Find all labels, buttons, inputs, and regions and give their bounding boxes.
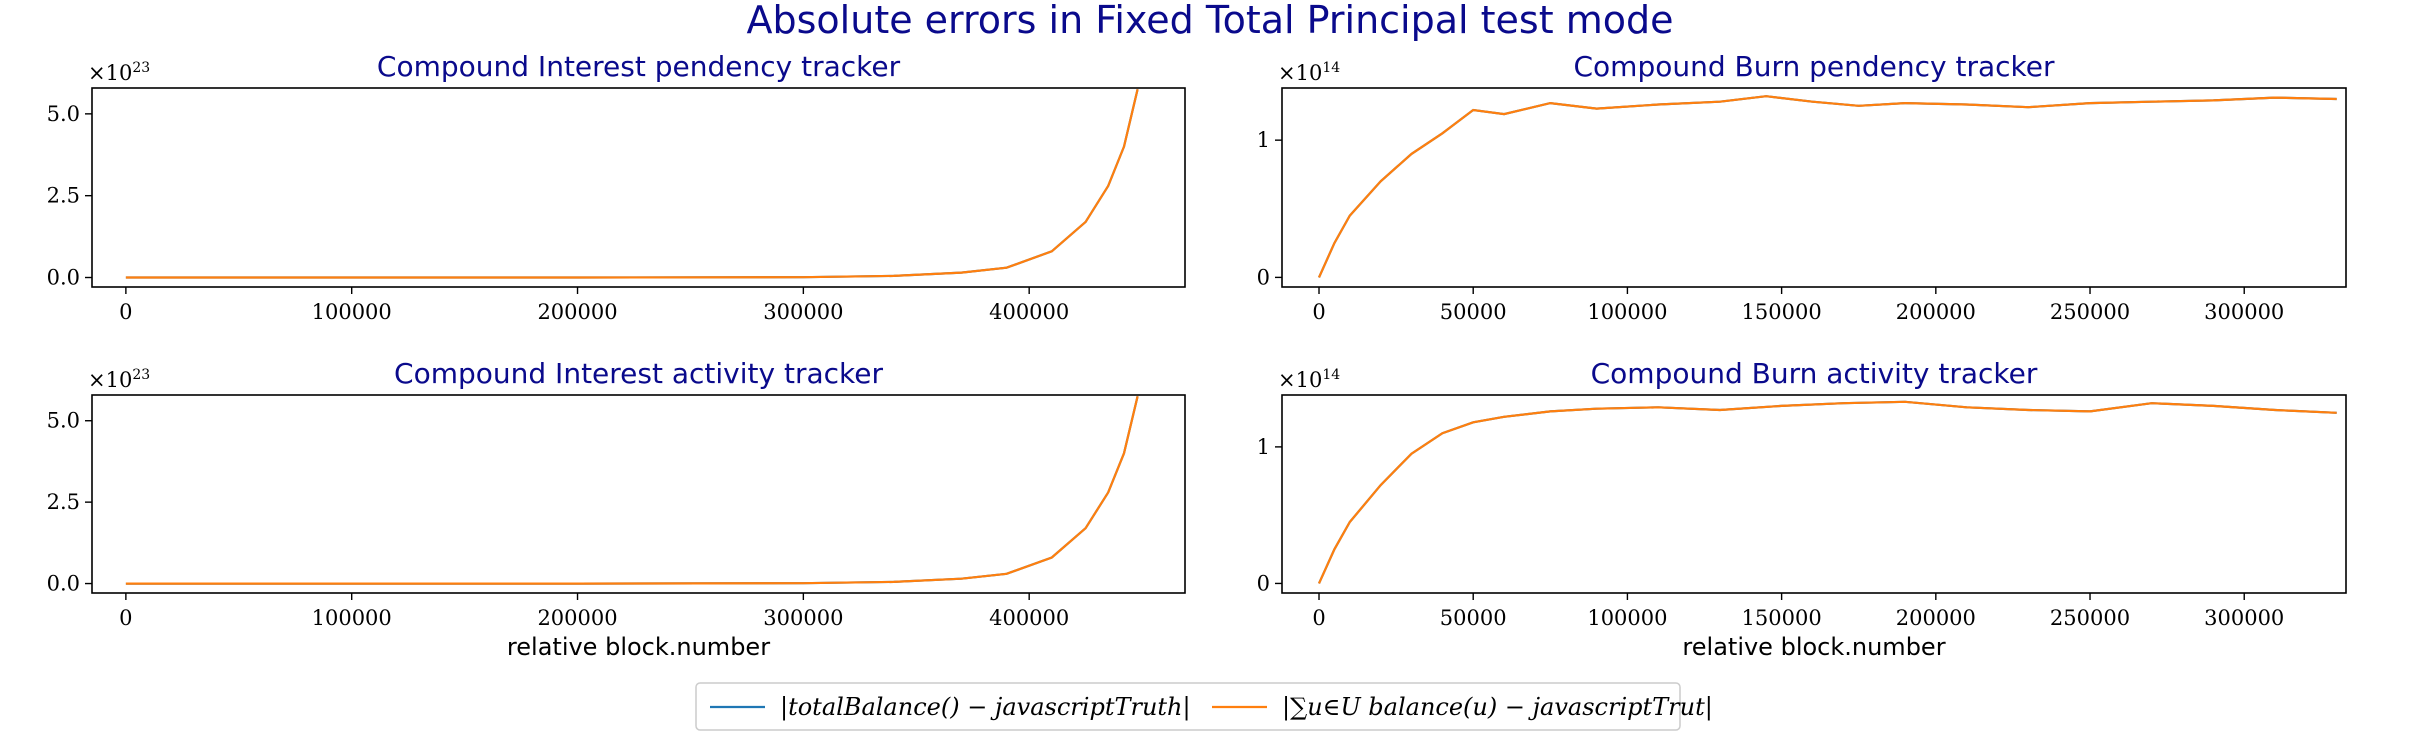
y-tick-label: 5.0: [47, 102, 80, 126]
series-line-2: [125, 396, 1139, 585]
x-axis-label: relative block.number: [1682, 633, 1945, 661]
axis-multiplier: ×1023: [88, 367, 150, 392]
axis-multiplier-base: ×10: [1278, 368, 1322, 392]
y-tick-label: 0.0: [47, 266, 80, 290]
x-tick-label: 100000: [1587, 300, 1667, 324]
series-line-2: [1317, 95, 2337, 278]
x-tick-label: 100000: [312, 300, 392, 324]
axis-multiplier-exponent: 14: [1322, 367, 1340, 383]
subplot-1: Compound Interest pendency tracker 0 10000…: [47, 50, 1186, 324]
legend-label: |∑u∈U balance(u) − javascriptTrut|: [1282, 693, 1713, 722]
axis-multiplier: ×1014: [1278, 367, 1340, 392]
x-tick-label: 100000: [1587, 606, 1667, 630]
y-tick-label: 2.5: [47, 184, 80, 208]
x-tick-label: 400000: [989, 300, 1069, 324]
x-tick-label: 250000: [2050, 300, 2130, 324]
x-tick-label: 300000: [763, 300, 843, 324]
legend-label: |totalBalance() − javascriptTruth|: [780, 693, 1191, 722]
subplot-4: Compound Burn activity tracker 0 50000 1000…: [1257, 357, 2347, 661]
x-tick-label: 300000: [2204, 300, 2284, 324]
subplot-title: Compound Burn activity tracker: [1591, 357, 2038, 390]
plot-frame: [1281, 87, 2347, 288]
x-tick-label: 150000: [1742, 606, 1822, 630]
axis-multiplier-exponent: 23: [132, 367, 150, 383]
axis-multiplier-base: ×10: [88, 61, 132, 85]
x-tick-label: 200000: [1896, 606, 1976, 630]
x-tick-label: 100000: [312, 606, 392, 630]
legend-box: [695, 682, 1681, 731]
x-tick-label: 200000: [1896, 300, 1976, 324]
plot-frame: [91, 87, 1186, 288]
legend: |totalBalance() − javascriptTruth| |∑u∈U …: [695, 682, 1713, 731]
x-tick-label: 0: [1312, 606, 1325, 630]
x-tick-label: 200000: [537, 606, 617, 630]
y-tick-label: 0: [1257, 265, 1270, 289]
series-line-1: [125, 89, 1139, 279]
y-tick-label: 2.5: [47, 490, 80, 514]
axis-multiplier-base: ×10: [1278, 61, 1322, 85]
x-tick-label: 250000: [2050, 606, 2130, 630]
subplot-title: Compound Interest pendency tracker: [377, 50, 901, 83]
series-line-1: [1317, 400, 2337, 584]
axis-multiplier: ×1023: [88, 60, 150, 85]
x-tick-label: 0: [119, 300, 132, 324]
axis-multiplier-exponent: 14: [1322, 60, 1340, 76]
axis-multiplier-exponent: 23: [132, 60, 150, 76]
series-line-1: [125, 396, 1139, 585]
y-tick-label: 0: [1257, 571, 1270, 595]
x-axis-label: relative block.number: [507, 633, 770, 661]
subplot-title: Compound Interest activity tracker: [394, 357, 883, 390]
subplot-3: Compound Interest activity tracker 0 10000…: [47, 357, 1186, 661]
y-tick-label: 0.0: [47, 572, 80, 596]
y-tick-label: 5.0: [47, 409, 80, 433]
x-tick-label: 200000: [537, 300, 617, 324]
x-tick-label: 50000: [1440, 300, 1507, 324]
x-tick-label: 300000: [763, 606, 843, 630]
subplot-title: Compound Burn pendency tracker: [1573, 50, 2054, 83]
series-line-2: [1317, 400, 2337, 584]
plot-frame: [1281, 394, 2347, 594]
x-tick-label: 0: [1312, 300, 1325, 324]
x-tick-label: 0: [119, 606, 132, 630]
plot-frame: [91, 394, 1186, 594]
y-tick-label: 1: [1257, 128, 1270, 152]
x-tick-label: 300000: [2204, 606, 2284, 630]
series-line-1: [1317, 95, 2337, 278]
x-tick-label: 50000: [1440, 606, 1507, 630]
x-tick-label: 150000: [1742, 300, 1822, 324]
figure-title: Absolute errors in Fixed Total Principal…: [747, 0, 1674, 42]
subplot-2: Compound Burn pendency tracker 0 50000 1000…: [1257, 50, 2347, 324]
axis-multiplier: ×1014: [1278, 60, 1340, 85]
y-tick-label: 1: [1257, 435, 1270, 459]
series-line-2: [125, 89, 1139, 279]
x-tick-label: 400000: [989, 606, 1069, 630]
axis-multiplier-base: ×10: [88, 368, 132, 392]
